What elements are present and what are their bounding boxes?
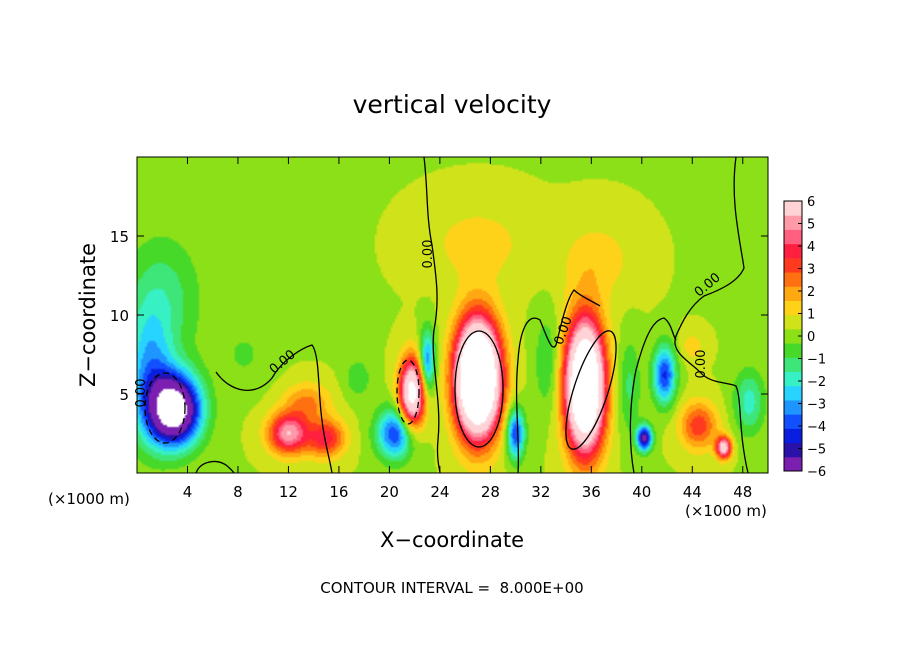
x-tick-label: 48 <box>733 483 752 501</box>
colorbar-swatch <box>784 215 802 230</box>
colorbar-swatch <box>784 286 802 301</box>
colorbar-swatch <box>784 229 802 245</box>
y-axis-label: Z−coordinate <box>76 243 100 387</box>
y-tick-label: 5 <box>119 386 129 404</box>
colorbar-swatch <box>784 428 802 444</box>
x-axis-unit-left: (×1000 m) <box>48 490 130 508</box>
contour-zero-16 <box>215 344 333 473</box>
colorbar-swatch <box>784 314 802 330</box>
colorbar-swatch <box>784 456 802 472</box>
x-tick-label: 4 <box>183 483 193 501</box>
heatmap-image <box>137 157 768 473</box>
colorbar-tick-label: 2 <box>807 285 815 300</box>
x-tick-label: 44 <box>683 483 702 501</box>
contour-label: 0.00 <box>694 350 709 379</box>
colorbar-tick-label: 0 <box>807 330 815 345</box>
colorbar-tick-label: −2 <box>807 375 826 390</box>
colorbar-swatch <box>784 371 802 387</box>
colorbar-tick-label: −6 <box>807 465 826 480</box>
x-tick-label: 36 <box>582 483 601 501</box>
colorbar-tick-label: 5 <box>807 218 815 233</box>
x-tick-label: 28 <box>481 483 500 501</box>
x-axis-unit-right: (×1000 m) <box>685 502 767 520</box>
colorbar-swatch <box>784 272 802 287</box>
x-tick-label: 24 <box>430 483 449 501</box>
x-tick-label: 32 <box>531 483 550 501</box>
contour-label: 0.00 <box>134 379 149 408</box>
colorbar-swatch <box>784 300 802 316</box>
chart-title: vertical velocity <box>353 90 552 119</box>
contour-label: 0.00 <box>421 240 436 269</box>
contour-pos-21 <box>396 359 420 425</box>
contour-zero-24 <box>423 157 441 473</box>
y-tick-label: 15 <box>110 228 129 246</box>
colorbar-swatch <box>784 385 802 401</box>
contour-zero-44 <box>674 157 749 473</box>
y-tick-label: 10 <box>110 307 129 325</box>
x-axis-label: X−coordinate <box>380 528 524 552</box>
contour-zero-40 <box>629 317 677 473</box>
colorbar-swatch <box>784 442 802 458</box>
x-tick-label: 16 <box>329 483 348 501</box>
colorbar-tick-label: −5 <box>807 443 826 458</box>
colorbar-swatch <box>784 414 802 429</box>
colorbar-tick-label: −4 <box>807 420 826 435</box>
contour-interval-footer: CONTOUR INTERVAL = 8.000E+00 <box>320 579 583 597</box>
colorbar-swatch <box>784 343 802 358</box>
colorbar-tick-label: −1 <box>807 353 826 368</box>
colorbar-swatch <box>784 328 802 344</box>
colorbar-swatch <box>784 201 802 216</box>
x-axis-ticks: 4 8 12 16 20 24 28 32 36 40 44 48 <box>183 157 752 501</box>
contour-neg-3 <box>144 372 186 444</box>
colorbar-tick-label: −3 <box>807 398 826 413</box>
colorbar-swatch <box>784 399 802 415</box>
contour-pos-28 <box>454 330 504 448</box>
contour-lines <box>144 157 749 473</box>
y-axis-ticks: 5 10 15 <box>110 228 768 404</box>
x-tick-label: 8 <box>233 483 243 501</box>
colorbar-swatch <box>784 357 802 373</box>
colorbar-tick-label: 6 <box>807 195 815 210</box>
colorbar-tick-label: 4 <box>807 240 815 255</box>
colorbar-tick-label: 3 <box>807 263 815 278</box>
colorbar: 6 5 4 3 2 1 0 −1 −2 −3 −4 −5 −6 <box>783 195 826 480</box>
contour-pos-36 <box>565 330 617 450</box>
colorbar-swatch <box>784 257 802 273</box>
x-tick-label: 12 <box>279 483 298 501</box>
contour-zero-8 <box>195 460 235 473</box>
heatmap-area <box>137 157 768 473</box>
colorbar-tick-label: 1 <box>807 308 815 323</box>
colorbar-swatch <box>784 243 802 259</box>
contour-zero-32 <box>515 289 601 473</box>
x-tick-label: 20 <box>380 483 399 501</box>
x-tick-label: 40 <box>632 483 651 501</box>
